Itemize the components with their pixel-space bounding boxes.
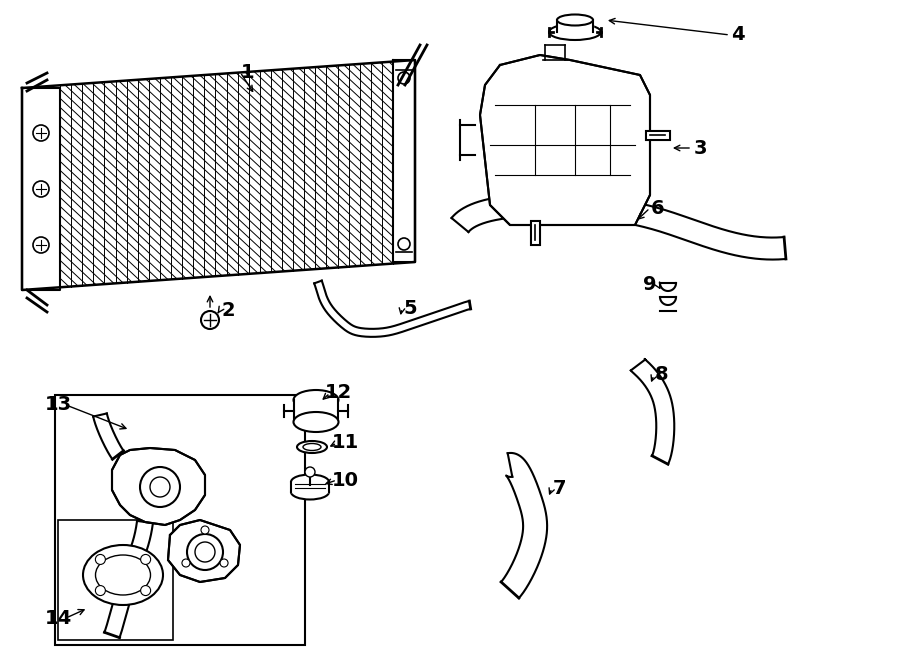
- Circle shape: [182, 559, 190, 567]
- Text: 12: 12: [324, 383, 352, 403]
- Ellipse shape: [293, 412, 338, 432]
- Text: 1: 1: [241, 63, 255, 81]
- Ellipse shape: [557, 15, 593, 26]
- Ellipse shape: [83, 545, 163, 605]
- Ellipse shape: [549, 24, 601, 40]
- Polygon shape: [480, 55, 650, 225]
- Text: 13: 13: [44, 395, 72, 414]
- Circle shape: [140, 586, 150, 596]
- Circle shape: [201, 311, 219, 329]
- Polygon shape: [501, 453, 547, 598]
- Circle shape: [398, 72, 410, 84]
- Bar: [58, 520, 173, 640]
- Circle shape: [150, 477, 170, 497]
- Text: 11: 11: [331, 434, 358, 453]
- Circle shape: [140, 467, 180, 507]
- Ellipse shape: [95, 555, 150, 595]
- Polygon shape: [22, 88, 60, 290]
- Circle shape: [187, 534, 223, 570]
- Circle shape: [398, 238, 410, 250]
- Circle shape: [33, 125, 49, 141]
- Text: 7: 7: [554, 479, 567, 498]
- Polygon shape: [291, 482, 329, 492]
- Polygon shape: [294, 400, 338, 422]
- Text: 4: 4: [731, 26, 745, 44]
- Polygon shape: [112, 448, 205, 525]
- Polygon shape: [94, 413, 123, 459]
- Bar: [55, 395, 305, 645]
- Circle shape: [195, 542, 215, 562]
- Circle shape: [220, 559, 228, 567]
- Polygon shape: [452, 194, 786, 260]
- Circle shape: [95, 555, 105, 564]
- Polygon shape: [314, 281, 471, 337]
- Ellipse shape: [303, 444, 321, 451]
- Text: 5: 5: [403, 299, 417, 317]
- Ellipse shape: [297, 441, 327, 453]
- Text: 8: 8: [655, 366, 669, 385]
- Text: 14: 14: [44, 609, 72, 627]
- Polygon shape: [631, 359, 674, 464]
- Ellipse shape: [291, 485, 329, 500]
- Text: 9: 9: [644, 276, 657, 295]
- Text: 3: 3: [693, 139, 706, 157]
- Polygon shape: [168, 520, 240, 582]
- Circle shape: [201, 526, 209, 534]
- Circle shape: [95, 586, 105, 596]
- Polygon shape: [557, 20, 593, 32]
- Polygon shape: [104, 521, 153, 638]
- Text: 2: 2: [221, 301, 235, 319]
- Ellipse shape: [291, 475, 329, 490]
- Circle shape: [33, 237, 49, 253]
- Ellipse shape: [293, 390, 338, 410]
- Text: 10: 10: [331, 471, 358, 490]
- Polygon shape: [22, 60, 415, 290]
- Circle shape: [140, 555, 150, 564]
- Text: 6: 6: [652, 198, 665, 217]
- Circle shape: [33, 181, 49, 197]
- Circle shape: [305, 467, 315, 477]
- Polygon shape: [393, 60, 415, 262]
